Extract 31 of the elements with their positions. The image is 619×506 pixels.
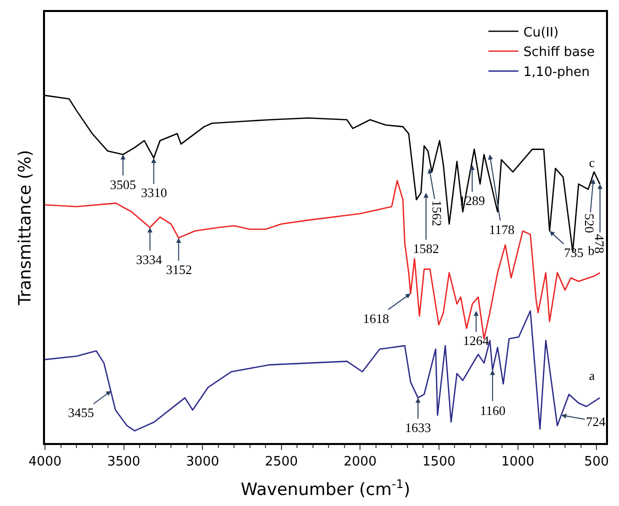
x-tick-label: 1500 — [422, 454, 456, 470]
legend-label: Schiff base — [523, 45, 595, 60]
x-tick-label: 2500 — [264, 454, 298, 470]
annotation: 1633 — [405, 420, 431, 435]
annotation: c — [589, 155, 595, 170]
annotation: 3310 — [141, 185, 167, 200]
annotation: a — [589, 368, 595, 383]
x-tick-label: 500 — [584, 454, 609, 470]
x-tick-label: 1000 — [501, 454, 534, 470]
annotation: b — [588, 243, 594, 258]
annotation: 3505 — [110, 177, 136, 192]
annotation: 1178 — [489, 222, 515, 237]
x-tick-label: 3500 — [107, 454, 140, 470]
annotation: 1160 — [480, 403, 506, 418]
annotation: 735 — [564, 245, 584, 260]
annotation: 3334 — [136, 252, 162, 267]
x-tick-label: 2000 — [344, 454, 377, 470]
annotation: 1618 — [363, 311, 389, 326]
annotation: 1264 — [463, 333, 490, 348]
x-axis-title: Wavenumber (cm$^{-1}$) — [240, 477, 410, 500]
x-tick-label: 4000 — [28, 454, 62, 470]
annotation: 1562 — [430, 200, 445, 226]
y-axis-title: Transmittance (%) — [15, 150, 36, 306]
annotation: 3455 — [68, 405, 94, 420]
x-tick-label: 3000 — [186, 454, 220, 470]
legend-label: Cu(II) — [523, 25, 559, 40]
annotation: 724 — [586, 414, 606, 429]
annotation: 1582 — [413, 241, 439, 256]
annotation: 3152 — [166, 262, 192, 277]
annotation: 520 — [582, 213, 598, 233]
legend-label: 1,10-phen — [523, 65, 590, 80]
